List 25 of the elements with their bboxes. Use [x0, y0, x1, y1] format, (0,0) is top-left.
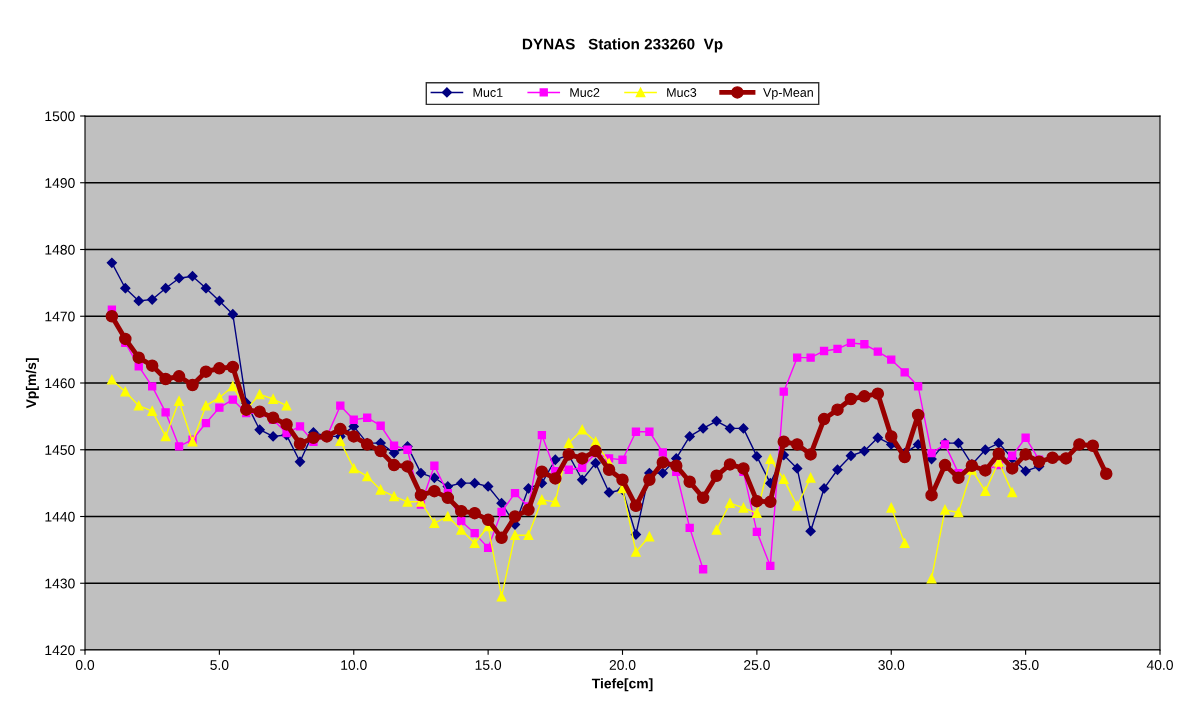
- legend-label: Muc2: [570, 88, 600, 97]
- y-tick-label: 1430: [45, 578, 75, 589]
- x-tick-label: 30.0: [878, 660, 905, 670]
- chart-title: DYNAS Station 233260 Vp: [522, 38, 723, 53]
- legend-label: Muc3: [667, 88, 697, 97]
- x-tick-label: 0.0: [75, 660, 95, 670]
- y-tick-label: 1460: [45, 378, 75, 389]
- x-tick-label: 20.0: [609, 660, 636, 670]
- x-tick-label: 10.0: [341, 660, 367, 670]
- x-tick-label: 15.0: [475, 660, 502, 670]
- y-tick-label: 1470: [45, 311, 75, 322]
- y-tick-label: 1450: [45, 445, 75, 455]
- x-tick-label: 40.0: [1146, 660, 1173, 670]
- x-tick-label: 5.0: [210, 660, 229, 670]
- y-axis-title: Vp[m/s]: [25, 358, 39, 409]
- y-tick-label: 1480: [45, 244, 75, 255]
- y-tick-label: 1500: [45, 111, 75, 122]
- legend-label: Muc1: [473, 88, 503, 97]
- x-axis-title: Tiefe[cm]: [591, 678, 653, 692]
- x-tick-label: 35.0: [1012, 660, 1039, 670]
- y-tick-label: 1490: [45, 178, 75, 188]
- y-tick-label: 1420: [45, 645, 75, 656]
- legend-label: Vp-Mean: [763, 88, 813, 100]
- y-tick-label: 1440: [45, 511, 75, 522]
- x-tick-label: 25.0: [744, 660, 770, 670]
